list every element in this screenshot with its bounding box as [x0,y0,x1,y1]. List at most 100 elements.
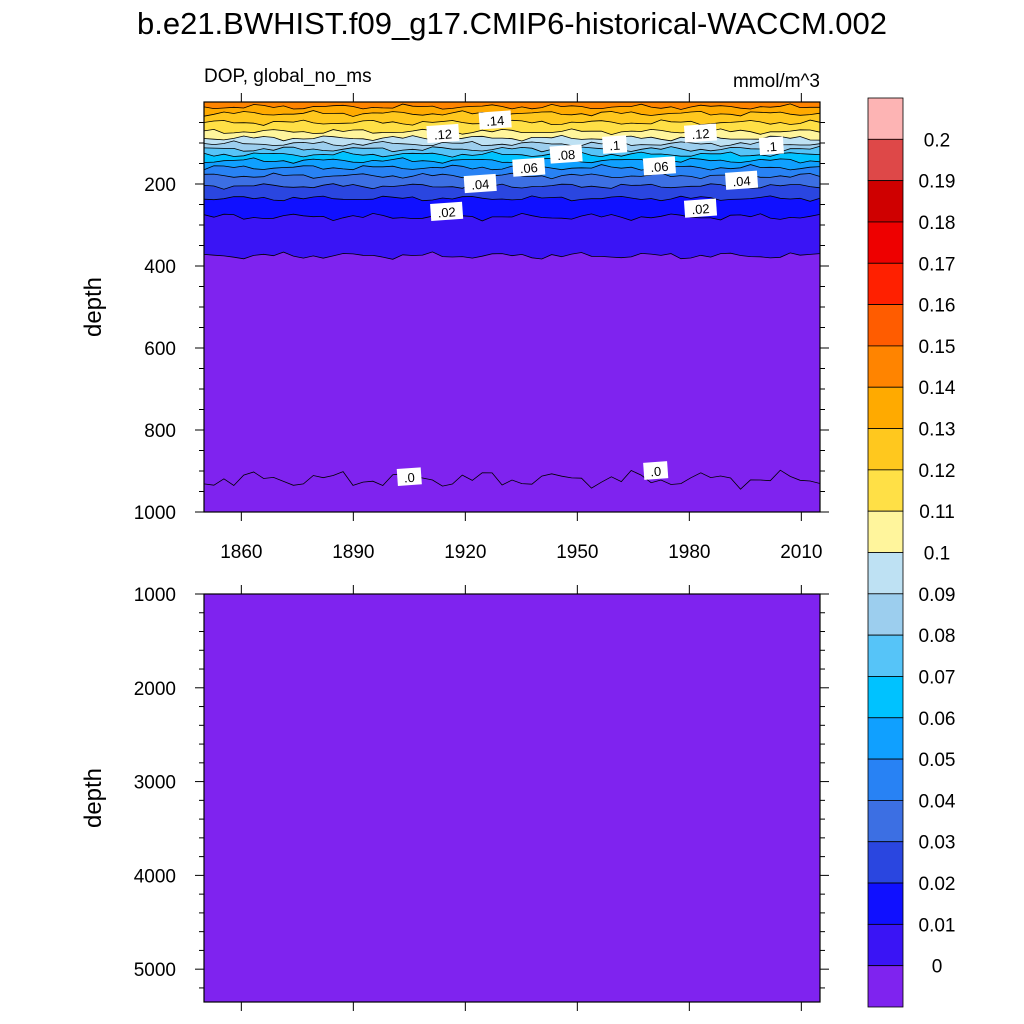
y-tick-label: 800 [144,421,176,442]
x-tick-label: 1950 [556,542,598,563]
colorbar-level-label: 0.19 [919,172,956,193]
contour-label-box [643,461,669,480]
y-tick-label: 5000 [134,960,176,981]
colorbar-level-label: 0.2 [924,130,950,151]
contour-line-0_1 [203,140,821,147]
contour-line-0_12 [203,128,821,136]
colorbar-swatch [867,552,904,595]
y-tick-label: 3000 [134,773,176,794]
colorbar-level-label: 0.18 [919,213,956,234]
contour-line-0_15 [203,103,820,110]
upper-panel: .14 .12 .12 .1 .1 .08 .06 .06 .04 .04 .02 .02 .0 .0 20… [80,93,829,563]
colorbar-swatch [867,469,904,512]
colorbar-swatch [867,221,904,264]
colorbar-level-label: 0.14 [919,378,956,399]
colorbar-level-label: 0.12 [919,461,956,482]
contour-label-3: .1 [602,135,628,154]
contour-label-text: .12 [433,126,452,142]
x-tick-label: 2010 [780,542,822,563]
contour-label-0: .14 [478,110,512,130]
contour-label-9: .04 [725,170,759,190]
colorbar-swatch [867,345,904,388]
colorbar-level-label: 0.07 [919,667,956,688]
contour-line-0_11 [203,134,821,142]
contour-line-0_04 [203,183,821,190]
contour-line-0_07 [203,157,821,164]
contour-label-7: .06 [642,156,676,176]
contour-label-text: .06 [650,159,669,175]
contour-label-4: .1 [758,136,784,156]
colorbar-level-label: 0.11 [919,502,955,523]
colorbar-level-label: 0.05 [919,750,956,771]
lower-plot-frame [203,593,821,1003]
contour-label-box [426,123,460,144]
contour-label-text: .02 [437,204,456,220]
units-label: mmol/m^3 [733,71,820,92]
contour-label-text: .04 [471,176,490,192]
colorbar-level-label: 0.16 [919,296,956,317]
colorbar-level-label: 0.15 [919,337,956,358]
colorbar-swatch [867,923,904,967]
contour-line-0_06 [203,164,821,171]
upper-y-axis-label: depth [80,277,107,337]
contour-line-0_13 [203,119,821,126]
colorbar-swatch [867,428,904,471]
contour-label-6: .06 [512,157,546,177]
x-tick-label: 1980 [668,542,710,563]
contour-line-0_03 [203,195,821,202]
colorbar-level-label: 0.09 [919,585,956,606]
colorbar-swatch [867,965,904,1008]
colorbar-level-label: 0.1 [924,544,950,565]
colorbar-swatch [867,180,904,223]
variable-label: DOP, global_no_ms [204,66,372,87]
contour-label-text: .12 [691,126,710,142]
y-tick-label: 400 [144,257,176,278]
colorbar-level-label: 0.17 [919,254,956,275]
contour-label-text: .06 [519,160,538,176]
contour-label-5: .08 [549,144,583,164]
x-tick-label: 1860 [220,542,262,563]
contour-label-box [512,157,546,177]
y-tick-label: 1000 [134,585,176,606]
contour-label-box [758,136,784,156]
contour-label-box [463,173,497,194]
contour-label-box [725,170,759,190]
contour-label-13: .0 [643,461,669,480]
contour-label-text: .02 [691,201,710,217]
contour-label-12: .0 [396,467,422,486]
colorbar-swatch [867,882,904,925]
contour-label-text: .08 [557,147,576,163]
colorbar-swatch [867,800,904,843]
colorbar-swatch [867,841,904,884]
contour-label-box [683,123,718,143]
contour-label-text: .1 [609,138,621,154]
colorbar-level-label: 0 [932,957,943,978]
y-tick-label: 4000 [134,866,176,887]
chart-title: b.e21.BWHIST.f09_g17.CMIP6-historical-WA… [137,6,887,41]
lower-y-axis-label: depth [80,768,107,828]
contour-label-11: .02 [683,198,718,218]
contour-label-box [683,198,718,218]
colorbar-level-label: 0.13 [919,420,956,441]
contour-label-box [602,135,628,154]
colorbar-swatch [867,717,904,760]
y-tick-label: 1000 [134,503,176,524]
y-tick-label: 2000 [134,679,176,700]
contour-label-1: .12 [426,123,460,144]
contour-line-0_09 [203,145,821,153]
contour-label-text: .0 [403,470,415,486]
colorbar-swatch [867,676,904,719]
contour-band-below-0 [204,594,820,1002]
colorbar-swatch [867,593,904,636]
colorbar-level-label: 0.02 [919,874,956,895]
contour-label-box [396,467,422,486]
y-tick-label: 200 [144,175,176,196]
colorbar: 0.2 0.19 0.18 0.17 0.16 0.15 0.14 0.13 0.12 0.11 0… [867,97,956,1008]
colorbar-swatch [867,758,904,801]
contour-label-box [549,144,583,164]
contour-label-text: .04 [732,173,751,189]
colorbar-level-label: 0.04 [919,791,956,812]
colorbar-level-label: 0.03 [919,833,956,854]
colorbar-swatch [867,97,904,140]
